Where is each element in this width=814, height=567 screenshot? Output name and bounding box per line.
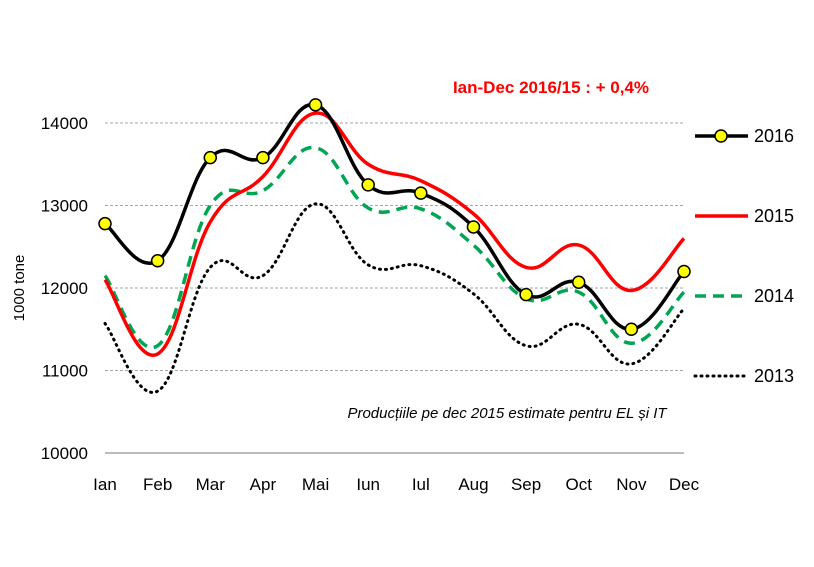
y-tick-label: 13000 <box>41 197 88 216</box>
legend-label-2013: 2013 <box>754 366 794 386</box>
legend-label-2016: 2016 <box>754 126 794 146</box>
legend: 2016 2015 2014 2013 <box>693 126 794 386</box>
legend-label-2014: 2014 <box>754 286 794 306</box>
x-tick-label: Iul <box>412 475 430 494</box>
data-point-2016 <box>414 186 428 200</box>
x-tick-labels: Ian Feb Mar Apr Mai Iun Iul Aug Sep Oct Nov Dec <box>93 475 699 494</box>
data-point-2016 <box>308 98 323 112</box>
y-tick-labels: 10000 11000 12000 13000 14000 <box>41 114 88 463</box>
data-point-2016 <box>677 264 691 279</box>
x-tick-label: Nov <box>616 475 647 494</box>
x-tick-label: Oct <box>566 475 593 494</box>
data-point-2016 <box>150 254 165 268</box>
x-tick-label: Ian <box>93 475 117 494</box>
annotation-note: Producțiile pe dec 2015 estimate pentru … <box>347 405 668 422</box>
x-tick-label: Apr <box>250 475 277 494</box>
data-point-2016 <box>519 287 533 302</box>
data-point-2016 <box>624 322 639 336</box>
legend-marker-2016 <box>714 129 728 143</box>
data-point-2016 <box>98 216 112 231</box>
x-tick-label: Dec <box>669 475 700 494</box>
series-line-2016 <box>103 102 686 331</box>
y-tick-label: 10000 <box>41 444 88 463</box>
data-point-2016 <box>203 150 218 165</box>
data-point-2016 <box>256 150 270 165</box>
y-tick-label: 14000 <box>41 114 88 133</box>
x-tick-label: Iun <box>356 475 380 494</box>
y-tick-label: 12000 <box>41 279 88 298</box>
series-line-2015 <box>103 111 686 357</box>
x-tick-label: Mai <box>302 475 329 494</box>
series-line-2013 <box>103 202 686 394</box>
series-group <box>98 98 691 394</box>
data-point-2016 <box>571 275 586 289</box>
y-axis-label: 1000 tone <box>11 255 28 322</box>
legend-label-2015: 2015 <box>754 206 794 226</box>
y-tick-label: 11000 <box>42 362 88 381</box>
x-tick-label: Mar <box>196 475 226 494</box>
data-point-2016 <box>466 220 481 234</box>
x-tick-label: Feb <box>143 475 172 494</box>
x-tick-label: Aug <box>458 475 488 494</box>
annotation-title: Ian-Dec 2016/15 : + 0,4% <box>453 78 649 97</box>
series-line-2014 <box>103 145 686 350</box>
x-tick-label: Sep <box>511 475 541 494</box>
data-point-2016 <box>361 178 375 192</box>
